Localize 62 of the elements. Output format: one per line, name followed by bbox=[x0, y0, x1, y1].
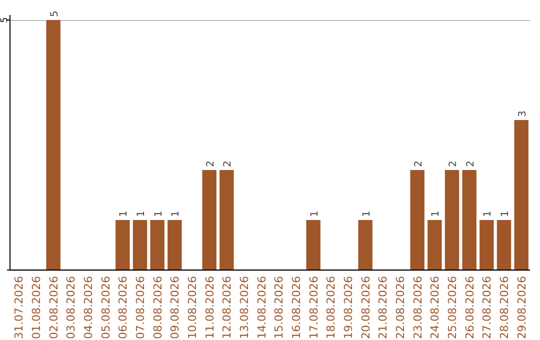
data-label: 2 bbox=[205, 160, 216, 167]
x-tick-label: 02.08.2026 bbox=[47, 276, 60, 339]
bar bbox=[202, 170, 216, 270]
bar bbox=[168, 220, 182, 270]
bar bbox=[132, 220, 148, 270]
data-label: 3 bbox=[517, 110, 528, 117]
bar bbox=[496, 220, 512, 270]
x-tick-label: 13.08.2026 bbox=[238, 276, 251, 339]
x-tick-label: 04.08.2026 bbox=[82, 276, 95, 339]
data-label: 1 bbox=[118, 210, 130, 217]
x-tick-label: 11.08.2026 bbox=[203, 276, 216, 339]
data-label: 5 bbox=[49, 10, 60, 17]
data-label: 1 bbox=[482, 210, 494, 217]
x-tick-label: 06.08.2026 bbox=[116, 276, 130, 339]
data-label: 2 bbox=[465, 160, 476, 167]
x-tick-label: 29.08.2026 bbox=[515, 276, 528, 339]
x-tick-label: 26.08.2026 bbox=[463, 276, 476, 339]
x-tick-label: 09.08.2026 bbox=[168, 276, 182, 339]
data-label: 2 bbox=[413, 160, 424, 167]
bar bbox=[444, 170, 460, 270]
bar bbox=[150, 220, 164, 270]
data-label: 2 bbox=[222, 160, 234, 167]
data-label: 1 bbox=[153, 210, 164, 217]
bar bbox=[514, 120, 528, 270]
data-label: 1 bbox=[170, 210, 182, 217]
x-tick-label: 27.08.2026 bbox=[480, 276, 494, 339]
x-tick-label: 15.08.2026 bbox=[272, 276, 286, 339]
x-tick-label: 25.08.2026 bbox=[446, 276, 459, 339]
data-label: 1 bbox=[500, 210, 511, 217]
data-label: 2 bbox=[448, 160, 459, 167]
x-tick-label: 08.08.2026 bbox=[151, 276, 164, 339]
x-tick-label: 31.07.2026 bbox=[12, 276, 26, 339]
x-tick-label: 24.08.2026 bbox=[428, 276, 442, 339]
bar bbox=[410, 170, 424, 270]
x-tick-label: 20.08.2026 bbox=[359, 276, 372, 339]
bar bbox=[306, 220, 320, 270]
bar bbox=[220, 170, 234, 270]
x-tick-label: 12.08.2026 bbox=[220, 276, 234, 339]
x-tick-label: 16.08.2026 bbox=[290, 276, 303, 339]
bar bbox=[428, 220, 442, 270]
x-tick-label: 10.08.2026 bbox=[186, 276, 199, 339]
data-label: 1 bbox=[309, 210, 320, 217]
x-tick-label: 17.08.2026 bbox=[307, 276, 320, 339]
bar bbox=[480, 220, 494, 270]
bar bbox=[116, 220, 130, 270]
x-tick-label: 19.08.2026 bbox=[342, 276, 355, 339]
bar bbox=[358, 220, 372, 270]
x-tick-label: 07.08.2026 bbox=[134, 276, 147, 339]
x-tick-label: 28.08.2026 bbox=[498, 276, 511, 339]
x-tick-label: 03.08.2026 bbox=[64, 276, 78, 339]
x-tick-label: 14.08.2026 bbox=[255, 276, 268, 339]
data-label: 1 bbox=[430, 210, 442, 217]
data-label: 1 bbox=[136, 210, 147, 217]
bar bbox=[462, 170, 476, 270]
data-label: 1 bbox=[361, 210, 372, 217]
x-tick-label: 01.08.2026 bbox=[30, 276, 43, 339]
x-tick-label: 05.08.2026 bbox=[99, 276, 112, 339]
x-tick-label: 21.08.2026 bbox=[376, 276, 390, 339]
x-tick-label: 18.08.2026 bbox=[324, 276, 338, 339]
x-tick-label: 23.08.2026 bbox=[411, 276, 424, 339]
x-tick-label: 22.08.2026 bbox=[394, 276, 407, 339]
bar bbox=[46, 20, 60, 270]
